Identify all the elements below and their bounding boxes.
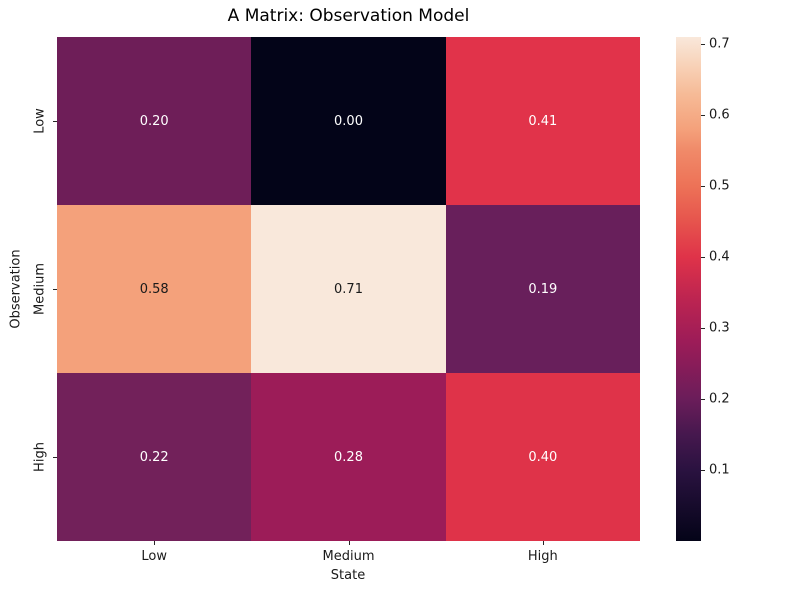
- x-tick-label: Low: [141, 549, 167, 564]
- colorbar-tick-mark: [701, 257, 705, 259]
- heatmap-cell-value: 0.40: [528, 449, 558, 465]
- heatmap-cell: 0.41: [445, 37, 640, 205]
- heatmap-cell-value: 0.22: [139, 449, 169, 465]
- y-tick-mark: [53, 121, 57, 122]
- colorbar-tick-label: 0.2: [709, 391, 730, 407]
- colorbar-tick-mark: [701, 328, 705, 330]
- x-tick-label: High: [527, 549, 558, 564]
- colorbar-tick-label: 0.6: [709, 107, 730, 123]
- colorbar-tick-label: 0.4: [709, 249, 730, 265]
- x-tick-mark: [542, 541, 544, 545]
- heatmap-cell-value: 0.19: [528, 281, 558, 297]
- y-tick-label: Low: [32, 108, 48, 134]
- colorbar-tick-label: 0.3: [709, 320, 730, 336]
- x-tick-mark: [154, 541, 156, 545]
- colorbar-tick-label: 0.5: [709, 178, 730, 194]
- heatmap-cell-value: 0.71: [334, 281, 363, 297]
- colorbar-tick-mark: [701, 115, 705, 117]
- heatmap-cell-value: 0.41: [528, 113, 558, 129]
- heatmap-cell: 0.22: [57, 373, 252, 541]
- colorbar-tick-mark: [701, 44, 705, 46]
- heatmap-cell: 0.00: [251, 37, 446, 205]
- colorbar-tick-label: 0.7: [709, 36, 730, 52]
- colorbar-tick-mark: [701, 470, 705, 471]
- y-tick-mark: [53, 289, 57, 290]
- colorbar: [676, 37, 701, 541]
- chart-title: A Matrix: Observation Model: [227, 6, 470, 26]
- heatmap-cell: 0.20: [57, 37, 252, 205]
- heatmap-cell: 0.40: [445, 373, 640, 541]
- y-tick-label: Medium: [32, 263, 48, 315]
- y-tick-label: High: [32, 442, 48, 472]
- heatmap-cell-value: 0.28: [334, 449, 363, 465]
- heatmap-cell-value: 0.58: [139, 281, 169, 297]
- x-axis-label: State: [330, 568, 366, 583]
- x-tick-mark: [348, 541, 350, 545]
- heatmap-cell-value: 0.20: [139, 113, 169, 129]
- y-tick-mark: [53, 457, 57, 458]
- heatmap-cell: 0.71: [251, 205, 446, 373]
- colorbar-tick-mark: [701, 399, 705, 401]
- colorbar-tick-label: 0.1: [709, 462, 730, 478]
- y-axis-label: Observation: [8, 249, 24, 329]
- heatmap-grid: 0.20 0.00 0.41 0.58 0.71 0.19 0.22 0.28 0.40: [57, 37, 640, 541]
- heatmap-cell: 0.58: [57, 205, 252, 373]
- x-tick-label: Medium: [322, 549, 375, 564]
- heatmap-cell: 0.28: [251, 373, 446, 541]
- heatmap-cell-value: 0.00: [334, 113, 363, 129]
- colorbar-tick-mark: [701, 186, 705, 188]
- heatmap-cell: 0.19: [445, 205, 640, 373]
